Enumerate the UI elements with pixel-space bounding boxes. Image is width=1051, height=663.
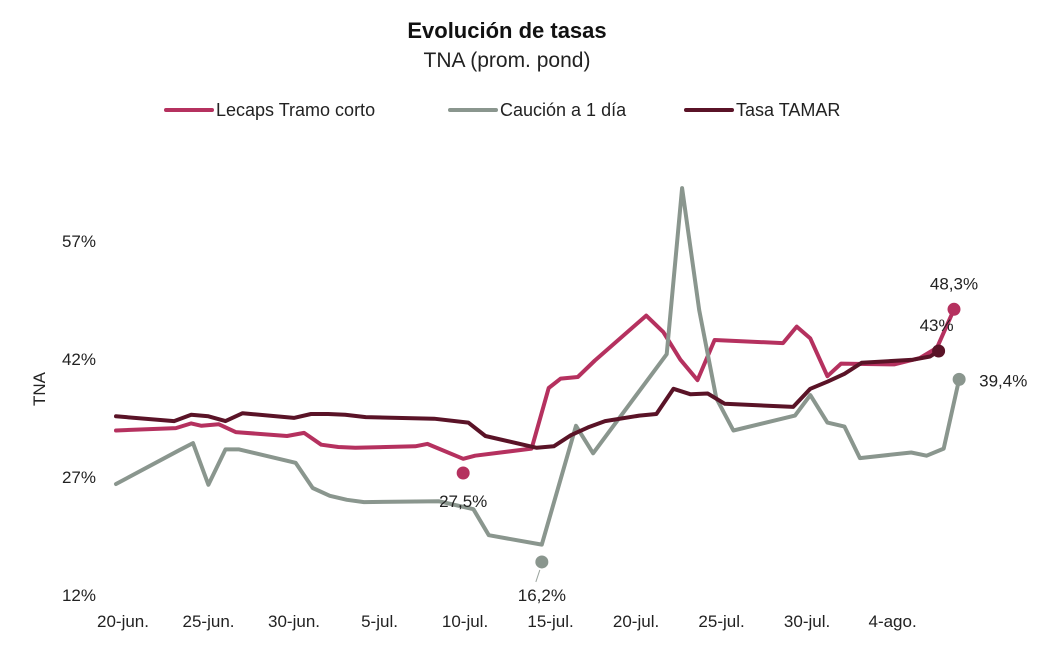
legend-label-2: Tasa TAMAR	[736, 100, 840, 120]
legend-label-0: Lecaps Tramo corto	[216, 100, 375, 120]
annotation-leader-2	[535, 569, 541, 583]
annotation-marker-2	[535, 555, 549, 569]
annotations: 27,5% 48,3% 16,2% 39,4% 43%	[439, 274, 1027, 605]
x-axis-ticks: 20-jun. 25-jun. 30-jun. 5-jul. 10-jul. 15-jul…	[97, 612, 917, 631]
chart-title: Evolución de tasas	[407, 18, 606, 43]
legend-label-1: Caución a 1 día	[500, 100, 627, 120]
x-tick-label-5: 15-jul.	[527, 612, 573, 631]
series-line-2	[114, 349, 941, 450]
x-tick-label-3: 5-jul.	[361, 612, 398, 631]
x-tick-label-7: 25-jul.	[698, 612, 744, 631]
annotation-label-3: 39,4%	[979, 371, 1027, 390]
x-tick-label-6: 20-jul.	[613, 612, 659, 631]
series-line-1	[114, 186, 962, 547]
y-tick-label-3: 57%	[62, 232, 96, 251]
y-tick-label-2: 42%	[62, 350, 96, 369]
x-tick-label-0: 20-jun.	[97, 612, 149, 631]
series-lines	[114, 186, 962, 547]
x-tick-label-2: 30-jun.	[268, 612, 320, 631]
x-tick-label-8: 30-jul.	[784, 612, 830, 631]
y-axis-ticks: 12% 27% 42% 57%	[62, 232, 96, 605]
x-tick-label-4: 10-jul.	[442, 612, 488, 631]
annotation-marker-3	[952, 372, 966, 386]
annotation-label-2: 16,2%	[518, 586, 566, 605]
chart-subtitle: TNA (prom. pond)	[424, 49, 591, 72]
annotation-marker-0	[456, 466, 470, 480]
y-tick-label-1: 27%	[62, 468, 96, 487]
annotation-label-4: 43%	[920, 316, 954, 335]
series-line-0	[114, 307, 956, 461]
legend: Lecaps Tramo corto Caución a 1 día Tasa TA…	[164, 100, 840, 120]
y-tick-label-0: 12%	[62, 586, 96, 605]
x-tick-label-9: 4-ago.	[868, 612, 916, 631]
annotation-marker-4	[932, 344, 946, 358]
x-tick-label-1: 25-jun.	[183, 612, 235, 631]
annotation-label-0: 27,5%	[439, 492, 487, 511]
annotation-label-1: 48,3%	[930, 274, 978, 293]
y-axis-label: TNA	[30, 371, 49, 406]
annotation-marker-1	[947, 302, 961, 316]
